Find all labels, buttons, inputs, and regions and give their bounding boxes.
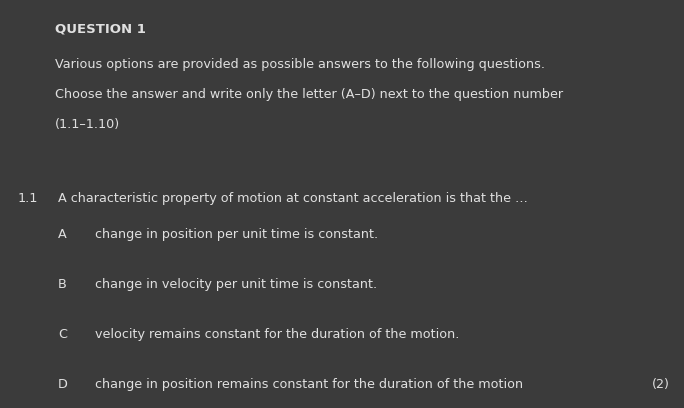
Text: change in velocity per unit time is constant.: change in velocity per unit time is cons… — [95, 278, 377, 291]
Text: (1.1–1.10): (1.1–1.10) — [55, 118, 120, 131]
Text: C: C — [58, 328, 67, 341]
Text: change in position per unit time is constant.: change in position per unit time is cons… — [95, 228, 378, 241]
Text: Various options are provided as possible answers to the following questions.: Various options are provided as possible… — [55, 58, 545, 71]
Text: change in position remains constant for the duration of the motion: change in position remains constant for … — [95, 378, 523, 391]
Text: A: A — [58, 228, 67, 241]
Text: B: B — [58, 278, 67, 291]
Text: (2): (2) — [652, 378, 670, 391]
Text: A characteristic property of motion at constant acceleration is that the …: A characteristic property of motion at c… — [58, 192, 528, 205]
Text: velocity remains constant for the duration of the motion.: velocity remains constant for the durati… — [95, 328, 460, 341]
Text: 1.1: 1.1 — [18, 192, 38, 205]
Text: QUESTION 1: QUESTION 1 — [55, 22, 146, 35]
Text: Choose the answer and write only the letter (A–D) next to the question number: Choose the answer and write only the let… — [55, 88, 563, 101]
Text: D: D — [58, 378, 68, 391]
